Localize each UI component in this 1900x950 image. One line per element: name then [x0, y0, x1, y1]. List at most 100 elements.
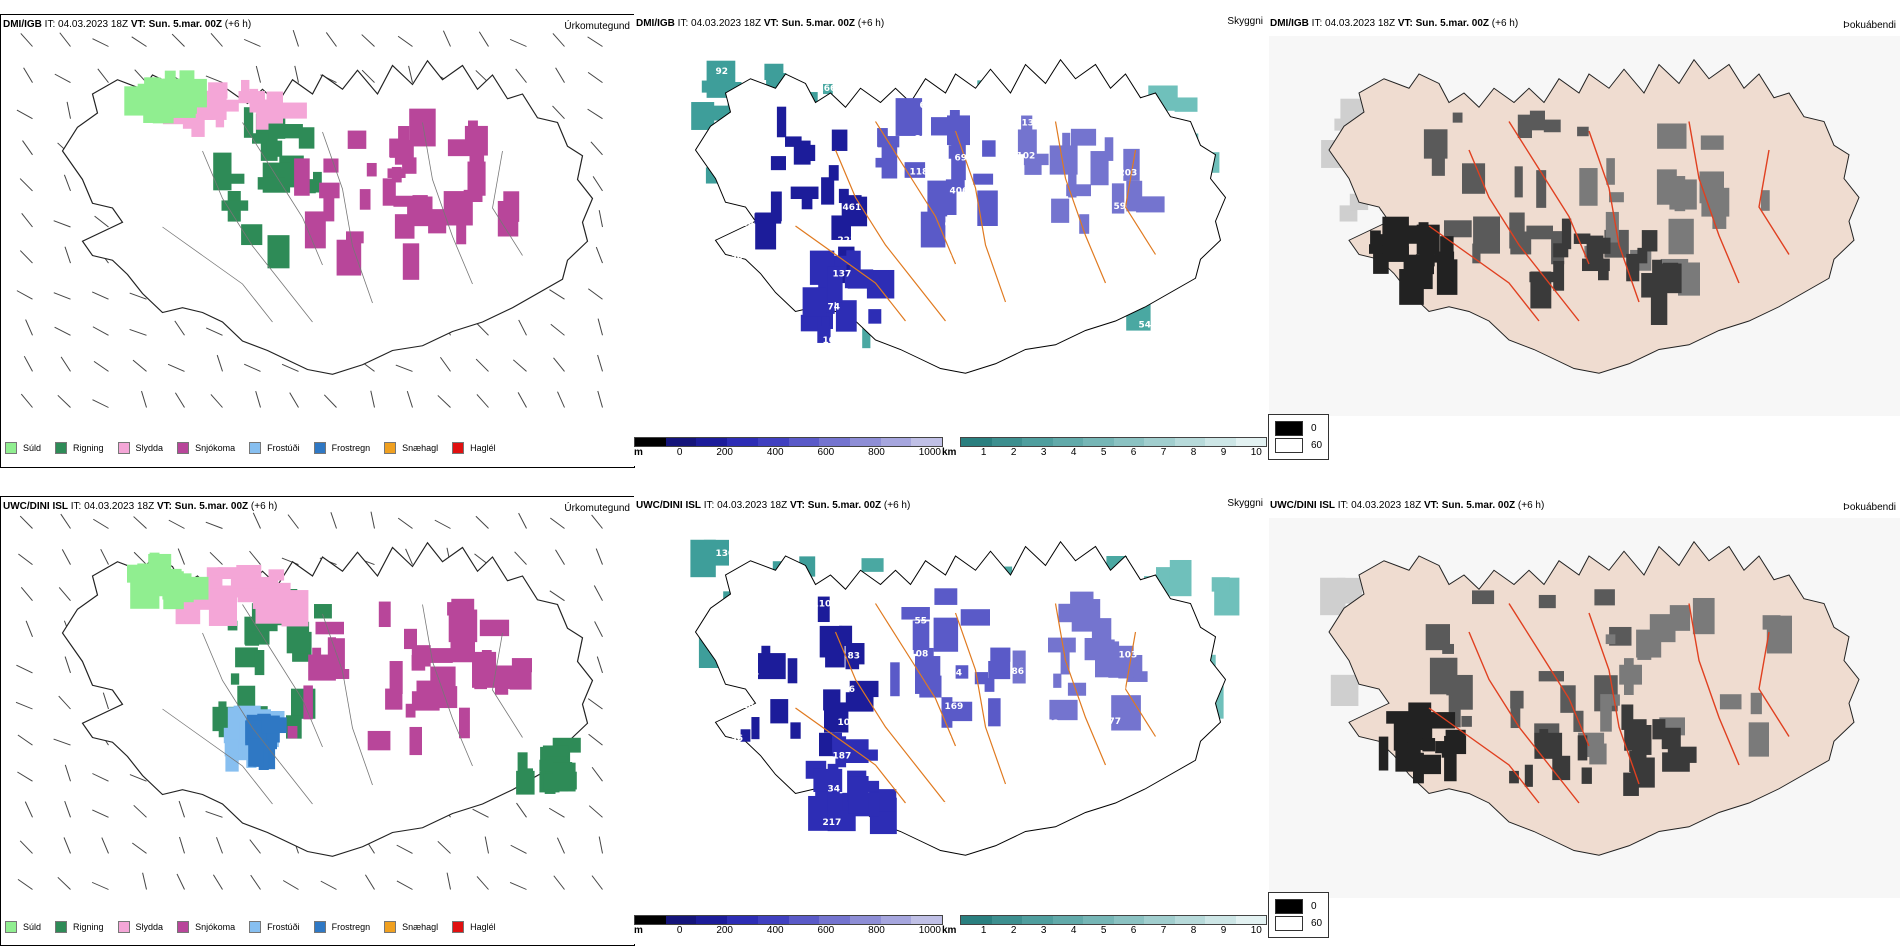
wind-barb	[212, 874, 223, 890]
wind-barb	[596, 656, 603, 674]
snow-area	[387, 168, 406, 178]
visibility-tick: 1	[980, 447, 987, 458]
low-ceiling-area	[941, 697, 953, 728]
visibility-tick: 6	[1130, 925, 1137, 936]
road-line	[874, 121, 957, 265]
wind-barb	[405, 548, 413, 565]
ceiling-value-label: 92	[716, 67, 729, 77]
low-ceiling-area	[847, 269, 874, 289]
wind-barb	[514, 551, 527, 565]
low-ceiling-area	[877, 128, 888, 147]
fog-index-area	[1423, 129, 1448, 159]
fog-index-map-panel: UWC/DINI ISL IT: 04.03.2023 18Z VT: Sun.…	[1268, 496, 1900, 944]
legend-item: Slydda	[117, 442, 163, 454]
low-ceiling-area	[890, 662, 900, 697]
wind-barb	[60, 356, 71, 372]
snow-area	[435, 686, 458, 709]
ceiling-value-label: 111	[726, 768, 745, 778]
colorbar-step	[991, 916, 1022, 924]
snow-area	[336, 239, 362, 276]
wind-barb	[588, 733, 603, 746]
legend-swatch	[452, 442, 465, 454]
ceiling-value-label: 108	[910, 650, 929, 660]
snow-area	[382, 178, 396, 206]
colorbar-step	[880, 916, 912, 924]
colorbar-step	[1144, 916, 1175, 924]
wind-barb	[21, 213, 33, 228]
wind-barb	[550, 323, 565, 336]
legend-label: Frostúði	[267, 922, 300, 932]
wind-barb	[133, 551, 147, 565]
low-ceiling-area	[1025, 138, 1036, 160]
snow-area	[327, 637, 336, 671]
precip-type-map-panel: UWC/DINI ISL IT: 04.03.2023 18Z VT: Sun.…	[0, 496, 635, 946]
road-line	[1688, 121, 1740, 284]
wind-barb	[133, 804, 147, 818]
low-ceiling-area	[761, 645, 771, 659]
ceiling-tick: 0	[676, 925, 683, 936]
snow-area	[428, 209, 447, 234]
fog-index-area	[1594, 589, 1615, 606]
low-ceiling-area	[1067, 682, 1087, 696]
ceiling-value-label: 58	[756, 86, 769, 96]
ceiling-value-label: 218	[930, 802, 949, 812]
colorbar-step	[1144, 438, 1175, 446]
ceiling-value-label: 58	[1134, 69, 1147, 79]
low-ceiling-area	[973, 173, 994, 185]
wind-barb	[292, 30, 299, 47]
low-ceiling-area	[947, 115, 970, 146]
wind-barb	[64, 764, 71, 782]
ceiling-tick: 1000	[918, 925, 941, 936]
low-ceiling-area	[848, 776, 869, 814]
wind-barb	[476, 876, 489, 890]
legend-item: Frostúði	[249, 921, 300, 933]
fog-index-area	[1750, 692, 1762, 715]
map-layer	[1269, 36, 1900, 417]
snow-area	[412, 195, 428, 215]
ceiling-value-label: 244	[858, 585, 877, 595]
low-ceiling-area	[1108, 645, 1134, 678]
wind-barb	[509, 38, 527, 47]
low-ceiling-area	[1111, 695, 1141, 731]
fog-index-area	[1626, 253, 1640, 282]
wind-barb	[15, 701, 33, 710]
legend-swatch	[177, 442, 190, 454]
fog-index-area	[1534, 732, 1563, 759]
visibility-tick: 7	[1160, 925, 1167, 936]
wind-barb	[549, 517, 565, 529]
ceiling-map: 130 110 108 113 64 40 47 55 86 77 111 217 68 135 69 36 3…	[635, 518, 1267, 898]
wind-barb	[548, 807, 565, 818]
ceiling-value-label: 40	[721, 801, 734, 811]
road-line	[422, 122, 473, 285]
colorbar-step	[696, 438, 728, 446]
wind-barb	[19, 840, 33, 854]
panel-title: Þokuábendi	[1843, 20, 1896, 31]
drizzle-area	[125, 92, 155, 106]
legend-item: Snæhagl	[384, 442, 438, 454]
ceiling-value-label: 74	[828, 303, 841, 313]
fog-map	[1269, 36, 1900, 417]
fog-index-area	[1760, 190, 1770, 211]
ceiling-value-label: 324	[935, 287, 954, 297]
low-ceiling-area	[1012, 650, 1026, 684]
ceiling-value-label: 59	[726, 286, 739, 296]
freezing-drizzle-area	[229, 721, 240, 746]
panel-header: UWC/DINI ISL IT: 04.03.2023 18Z VT: Sun.…	[636, 500, 911, 511]
wind-barb	[364, 874, 375, 890]
rain-area	[229, 173, 245, 184]
wind-barb	[97, 68, 109, 83]
snow-area	[346, 231, 364, 244]
sleet-area	[278, 102, 307, 119]
road-line	[492, 150, 523, 256]
wind-barb	[515, 68, 527, 83]
wind-barb	[58, 587, 71, 601]
wind-barb	[555, 549, 565, 565]
legend-item: Haglél	[452, 442, 496, 454]
rain-area	[305, 179, 316, 194]
wind-barb	[20, 587, 33, 601]
ceiling-value-label: 298	[1124, 618, 1143, 628]
low-visibility-area	[1210, 152, 1220, 173]
road-line	[1468, 149, 1580, 322]
ceiling-value-label: 217	[823, 818, 842, 828]
legend-swatch	[384, 921, 397, 933]
